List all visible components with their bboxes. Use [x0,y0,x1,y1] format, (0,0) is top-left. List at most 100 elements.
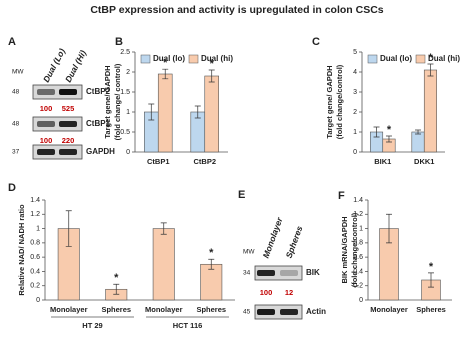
y-tick-label: 1.2 [30,211,40,218]
blot-box [32,116,83,132]
bar [152,228,175,301]
y-axis-label: (fold change/control) [350,212,359,287]
y-tick-label: 0 [353,149,357,156]
y-axis-label: BIK mRNA/GAPDH [340,216,349,283]
error-bar [113,283,120,295]
x-tick-label: DKK1 [414,157,434,166]
x-tick-label: CtBP2 [193,157,216,166]
legend-label: Dual (lo) [380,54,412,63]
mw-header: MW [12,69,24,76]
error-bar [428,272,434,288]
legend-label: Dual (hi) [428,54,460,63]
quant-label: 220 [62,136,75,145]
protein-label: BIK [306,268,320,277]
mw-value: 37 [12,149,20,156]
error-bar [427,63,434,77]
mw-value: 48 [12,89,20,96]
y-tick-label: 1 [353,129,357,136]
band [257,270,275,276]
y-tick-label: 1 [36,225,40,232]
y-tick-label: 0.6 [30,254,40,261]
y-tick-label: 0 [126,149,130,156]
error-bar [65,210,72,247]
bar [411,131,425,153]
quant-label: 12 [285,288,293,297]
blot-box [32,84,83,100]
group-label: HCT 116 [173,321,203,330]
error-bar [386,213,392,244]
bar [204,75,219,153]
y-tick-label: 0.2 [353,283,363,290]
lane-label: Spheres [284,224,305,259]
protein-label: Actin [306,307,326,316]
y-tick-label: 0 [36,297,40,304]
x-tick-label: Spheres [196,305,226,314]
error-bar [208,258,215,270]
quant-label: 100 [260,288,273,297]
band [280,270,298,276]
error-bar [415,129,422,135]
y-tick-label: 3 [353,89,357,96]
significance-mark: * [210,58,215,70]
bar [157,73,173,153]
y-tick-label: 1.4 [353,197,363,204]
significance-mark: * [387,124,392,136]
y-tick-label: 0.6 [353,254,363,261]
error-bar [148,103,155,121]
y-axis-label: Relative NAD/ NADH ratio [17,204,26,296]
quant-label: 100 [40,136,53,145]
y-axis-label: (fold change/control) [335,64,344,139]
band [59,121,77,127]
error-bar [373,126,380,138]
panel-label: B [115,36,123,48]
band [37,89,55,95]
error-bar [208,69,215,83]
y-tick-label: 0.8 [30,240,40,247]
y-tick-label: 2.5 [120,49,130,56]
blot-box [254,265,303,281]
band [37,149,55,155]
y-tick-label: 1 [359,225,363,232]
protein-label: CtBP1 [86,119,111,128]
quant-label: 100 [40,104,53,113]
x-tick-label: Spheres [101,305,131,314]
band [280,309,298,315]
error-bar [160,222,167,235]
legend-label: Dual (hi) [201,54,233,63]
x-tick-label: Monolayer [370,305,408,314]
mw-value: 34 [243,270,251,277]
protein-label: CtBP2 [86,87,111,96]
panel-label: F [338,190,345,202]
group-label: HT 29 [82,321,102,330]
bar [200,263,223,301]
panel-label: D [8,182,16,194]
legend-label: Dual (lo) [153,54,185,63]
lane-label: Monolayer [261,215,285,259]
y-tick-label: 0.2 [30,283,40,290]
y-tick-label: 2 [126,69,130,76]
lane-label: Dual (Hi) [63,48,88,84]
band [59,89,77,95]
x-tick-label: CtBP1 [147,157,170,166]
band [257,309,275,315]
x-tick-label: BIK1 [374,157,391,166]
legend-swatch [188,54,199,64]
legend-swatch [367,54,378,64]
band [59,149,77,155]
y-tick-label: 1.5 [120,89,130,96]
bar [423,69,437,153]
y-axis-label: (fold change/ control) [113,63,122,140]
y-tick-label: 0.4 [353,268,363,275]
significance-mark: * [428,52,433,64]
blot-box [32,144,83,160]
panel-label: E [238,189,245,201]
y-tick-label: 4 [353,69,357,76]
panel-label: A [8,36,16,48]
y-tick-label: 1 [126,109,130,116]
y-tick-label: 1.2 [353,211,363,218]
y-tick-label: 0.8 [353,240,363,247]
significance-mark: * [163,57,168,69]
x-tick-label: Monolayer [50,305,88,314]
panel-label: C [312,36,320,48]
